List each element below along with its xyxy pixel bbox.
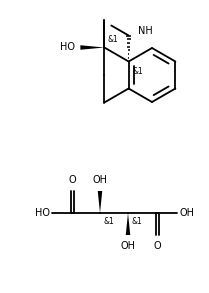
Polygon shape [80, 45, 104, 50]
Text: &1: &1 [131, 217, 142, 226]
Text: &1: &1 [103, 217, 114, 226]
Text: NH: NH [138, 25, 152, 35]
Text: OH: OH [121, 241, 135, 251]
Text: OH: OH [93, 175, 107, 185]
Text: &1: &1 [133, 67, 143, 76]
Polygon shape [126, 213, 130, 235]
Polygon shape [98, 191, 102, 213]
Text: &1: &1 [107, 35, 118, 43]
Text: HO: HO [60, 42, 75, 52]
Text: OH: OH [179, 208, 194, 218]
Text: HO: HO [35, 208, 50, 218]
Text: O: O [153, 241, 161, 251]
Text: O: O [68, 175, 76, 185]
